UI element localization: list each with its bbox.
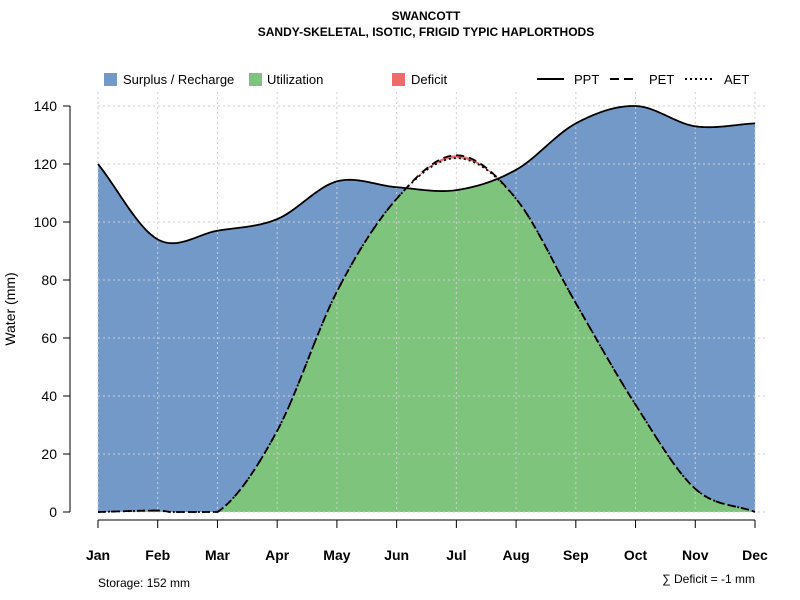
x-tick-label: Feb [145,547,170,563]
x-tick-label: Oct [624,547,648,563]
utilization-area [98,178,755,513]
legend-swatch-surplus [104,73,117,86]
x-tick-label: Aug [502,547,529,563]
x-tick-label: May [323,547,350,563]
y-tick-label: 120 [34,156,58,172]
y-tick-label: 0 [49,504,57,520]
x-tick-label: Jun [384,547,409,563]
y-tick-label: 80 [41,272,57,288]
legend-label-aet: AET [724,72,749,87]
series-line-pet [97,154,756,513]
legend-swatch-utilization [249,73,262,86]
y-tick-label: 100 [34,214,58,230]
x-tick-label: Jul [446,547,466,563]
legend-label-surplus: Surplus / Recharge [123,72,234,87]
x-tick-label: Sep [563,547,589,563]
chart-subtitle: SANDY-SKELETAL, ISOTIC, FRIGID TYPIC HAP… [258,25,594,39]
x-tick-label: Dec [742,547,768,563]
y-axis-label: Water (mm) [2,272,18,345]
legend-label-utilization: Utilization [267,72,323,87]
legend-swatch-deficit [392,73,405,86]
series-line-ppt [97,105,756,245]
x-tick-label: Jan [86,547,110,563]
y-tick-label: 140 [34,98,58,114]
y-tick-label: 60 [41,330,57,346]
chart-title: SWANCOTT [392,9,461,23]
x-tick-label: Nov [682,547,709,563]
x-tick-label: Apr [265,547,290,563]
y-tick-label: 40 [41,388,57,404]
storage-annotation: Storage: 152 mm [98,576,190,590]
legend-label-pet: PET [649,72,674,87]
legend-label-deficit: Deficit [411,72,448,87]
x-tick-label: Mar [205,547,230,563]
deficit-annotation: ∑ Deficit = -1 mm [662,572,755,586]
legend-label-ppt: PPT [574,72,599,87]
plot-area: 0 20 40 60 80 100 120 140 Jan Feb Mar Apr May Jun Jul A… [34,92,768,563]
y-tick-label: 20 [41,446,57,462]
